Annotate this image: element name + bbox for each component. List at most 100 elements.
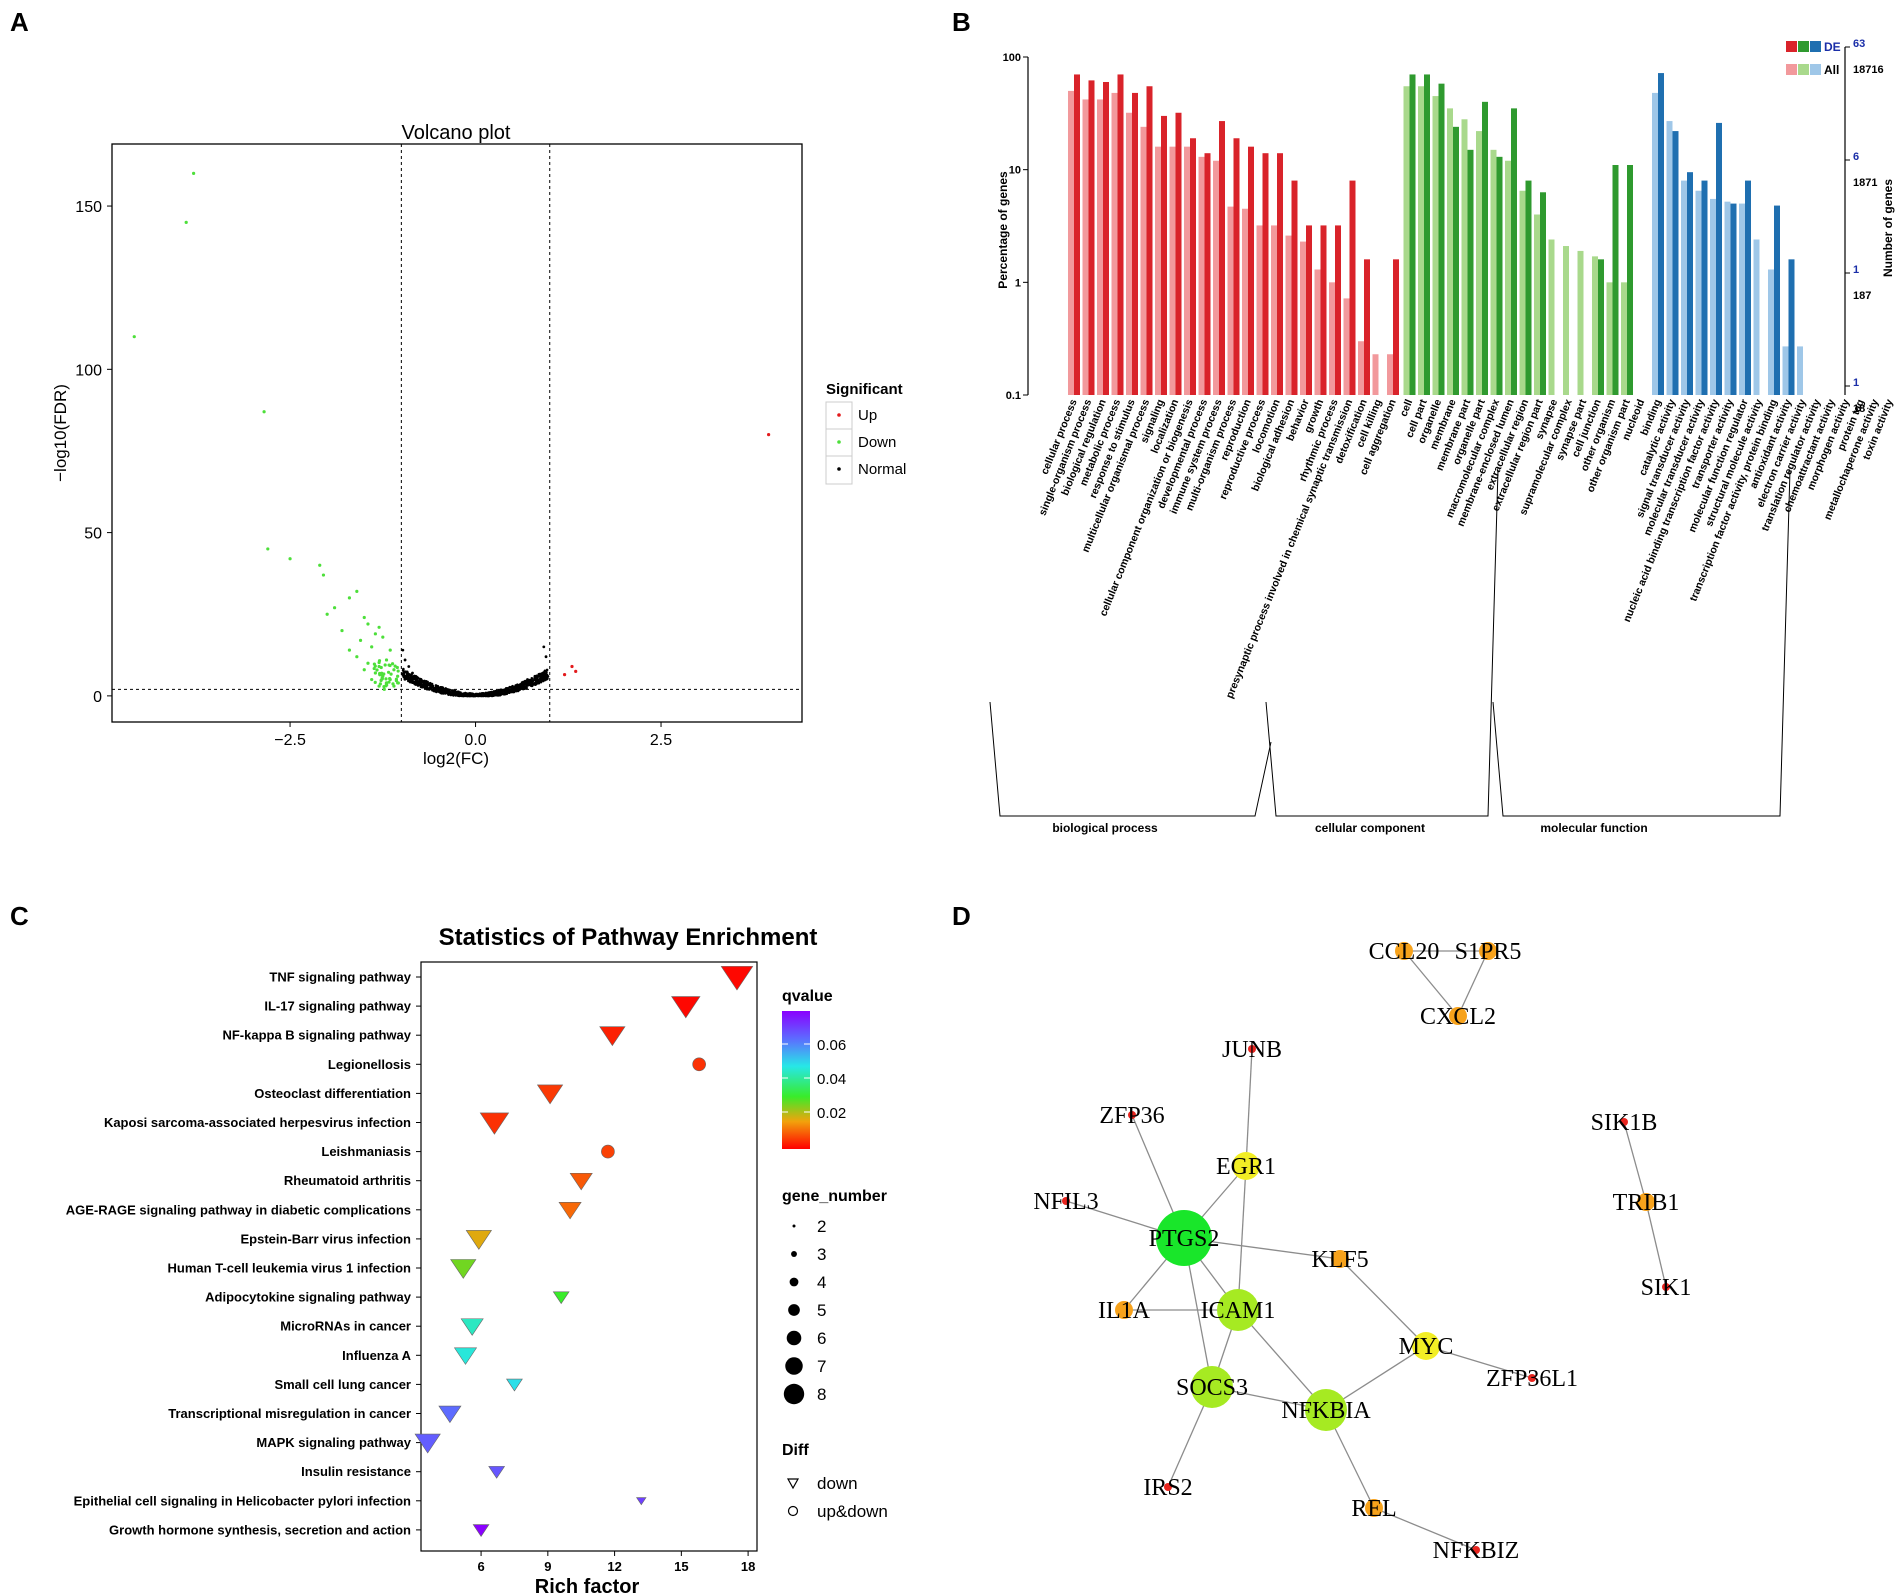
go-bar-all: [1768, 269, 1774, 395]
go-bar-all: [1329, 282, 1335, 395]
down-point: [347, 648, 352, 652]
network-node-label: JUNB: [1222, 1037, 1282, 1063]
pathway-point-down: [552, 1291, 570, 1305]
up-point: [767, 433, 771, 437]
normal-point: [434, 686, 437, 689]
go-bar-all: [1519, 190, 1526, 395]
qvalue-tick-label: 0.02: [817, 1105, 846, 1122]
normal-point: [498, 693, 502, 697]
down-point: [132, 335, 136, 339]
pathway-row-label: Influenza A: [342, 1348, 411, 1363]
normal-point: [416, 679, 420, 683]
up-point: [574, 669, 578, 673]
volcano-frame: [111, 143, 803, 723]
pathway-point-down: [460, 1318, 484, 1336]
normal-point: [474, 693, 477, 697]
down-point: [318, 563, 322, 567]
go-bar-de: [1074, 74, 1080, 396]
normal-point: [530, 676, 534, 680]
go-bar-de: [1672, 131, 1679, 396]
go-bar-de: [1190, 138, 1196, 395]
normal-point: [526, 678, 529, 681]
legend-key-down: [837, 440, 841, 444]
go-bar-de: [1774, 205, 1780, 395]
down-point: [394, 677, 398, 681]
network-node: [1217, 1289, 1259, 1331]
normal-point: [426, 687, 429, 691]
go-group-label: molecular function: [1540, 821, 1647, 835]
go-bar-de: [1496, 156, 1503, 395]
down-point: [378, 682, 382, 686]
normal-point: [527, 681, 531, 684]
down-point: [384, 677, 388, 681]
go-left-tick-label: 1: [1015, 277, 1021, 289]
down-point: [386, 670, 391, 674]
network-node: [1115, 1301, 1133, 1319]
go-left-tick-label: 0.1: [1006, 390, 1021, 402]
go-right-tick-de: 1: [1853, 264, 1859, 276]
go-bar-all: [1797, 346, 1803, 395]
go-bar-all: [1111, 92, 1118, 396]
network-node: [1365, 1499, 1383, 1517]
normal-point: [407, 665, 411, 668]
normal-point: [423, 686, 427, 690]
normal-point: [512, 689, 515, 692]
volcano-legend: Up Down Normal: [825, 401, 906, 485]
go-bar-all: [1577, 250, 1584, 395]
go-bar-all: [1155, 146, 1161, 395]
normal-point: [419, 680, 423, 684]
normal-point: [508, 685, 512, 689]
go-bar-all: [1068, 90, 1074, 395]
down-point: [262, 410, 266, 414]
pathway-point-down: [488, 1466, 506, 1479]
pathway-point-down: [558, 1202, 582, 1220]
pathway-point-down: [465, 1230, 493, 1250]
down-point: [382, 672, 386, 676]
pathway-title: Statistics of Pathway Enrichment: [439, 924, 818, 951]
go-group-bracket: [1265, 469, 1499, 817]
gene-number-label: 3: [817, 1245, 826, 1264]
volcano-title: Volcano plot: [402, 122, 511, 144]
normal-point: [484, 692, 488, 695]
legend-de-bp: [1786, 41, 1797, 52]
go-bar-all: [1563, 246, 1569, 395]
down-point: [355, 655, 359, 659]
go-bar-all: [1681, 180, 1687, 395]
normal-point: [545, 668, 549, 672]
down-point: [380, 676, 384, 680]
go-bar-de: [1687, 172, 1693, 395]
pathway-row-label: Insulin resistance: [301, 1464, 411, 1479]
go-bar-de: [1627, 165, 1633, 395]
go-bar-de: [1277, 153, 1283, 395]
down-point: [362, 668, 366, 672]
normal-point: [529, 681, 533, 685]
normal-point: [443, 691, 447, 695]
pathway-point-updown: [692, 1057, 706, 1072]
down-point: [396, 669, 400, 673]
go-bar-de: [1598, 259, 1604, 395]
go-right-tick-all: 18: [1853, 403, 1865, 415]
network-node-label: ZFP36: [1099, 1103, 1164, 1129]
normal-point: [533, 674, 537, 678]
network-node: [1062, 1197, 1070, 1205]
normal-point: [544, 655, 548, 659]
network-edge: [1645, 1201, 1667, 1288]
normal-point: [456, 691, 460, 695]
go-bar-de: [1175, 112, 1182, 395]
down-point: [332, 606, 337, 610]
down-point: [378, 673, 382, 677]
gene-number-label: 6: [817, 1329, 826, 1348]
normal-point: [504, 688, 507, 691]
ppi-network: CCL20 S1PR5 CXCL2 JUNB ZFP36 EGR1 NFIL3 PTGS2 KL…: [1033, 939, 1691, 1564]
normal-point: [423, 679, 426, 683]
normal-point: [539, 678, 542, 681]
go-bar-de: [1233, 138, 1240, 395]
normal-point: [536, 678, 540, 682]
network-node-label: MYC: [1399, 1334, 1454, 1360]
normal-point: [488, 694, 492, 697]
go-bar-all: [1300, 241, 1306, 395]
go-right-tick-de: 63: [1853, 38, 1865, 50]
pathway-point-down: [414, 1433, 441, 1454]
go-bar-de: [1745, 180, 1751, 395]
